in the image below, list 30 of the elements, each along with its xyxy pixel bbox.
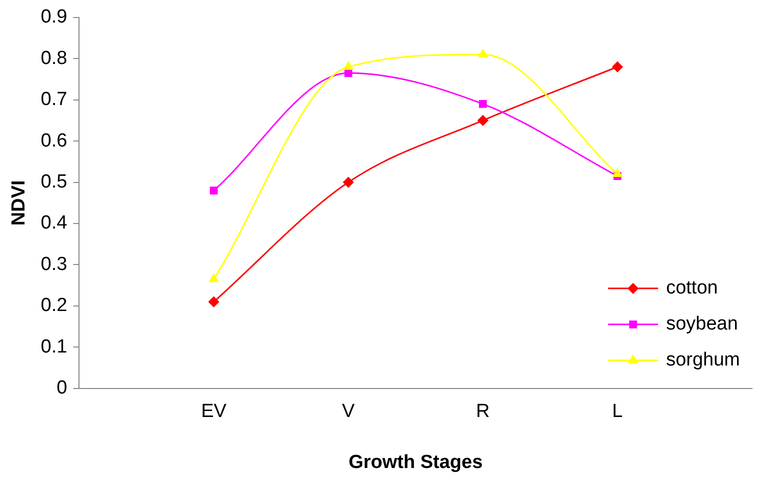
- point: [208, 296, 220, 308]
- legend-label: sorghum: [666, 350, 740, 371]
- x-axis-title: Growth Stages: [348, 452, 483, 473]
- y-tick-label: 0.1: [40, 336, 68, 358]
- legend-label: soybean: [666, 314, 738, 335]
- legend-label: cotton: [666, 278, 718, 299]
- point: [210, 186, 218, 194]
- x-tick-label: EV: [201, 401, 227, 422]
- y-tick-label: 0.6: [40, 130, 68, 152]
- y-tick-label: 0.9: [40, 6, 68, 28]
- y-tick-label: 0.5: [40, 172, 68, 193]
- point: [612, 168, 622, 178]
- point: [478, 115, 488, 126]
- y-axis-title: NDVI: [8, 180, 30, 226]
- y-tick-label: 0.4: [40, 212, 68, 234]
- point: [612, 62, 623, 72]
- point: [478, 49, 488, 58]
- y-tick-label: 0: [56, 378, 68, 399]
- y-tick-label: 0.7: [40, 89, 68, 110]
- x-tick-label: V: [342, 401, 355, 422]
- y-tick-label: 0.8: [40, 48, 68, 69]
- point: [209, 274, 218, 282]
- point: [343, 177, 354, 188]
- point: [478, 100, 487, 108]
- x-tick-label: R: [476, 401, 490, 422]
- point: [344, 62, 353, 70]
- y-tick-label: 0.2: [40, 295, 68, 316]
- point: [344, 69, 352, 77]
- y-tick-label: 0.3: [40, 254, 68, 275]
- x-tick-label: L: [612, 401, 623, 422]
